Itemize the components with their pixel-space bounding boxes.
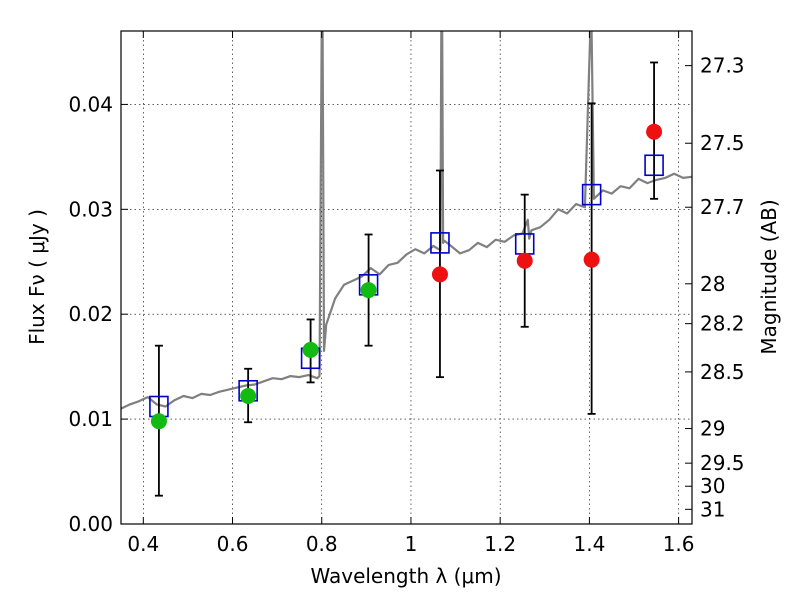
green-circle-marker <box>302 341 319 358</box>
y-tick-labels: 0.00 0.01 0.02 0.03 0.04 <box>68 92 113 536</box>
magnitude-tick-label: 29 <box>700 417 725 441</box>
y-tick-label: 0.03 <box>68 197 113 221</box>
magnitude-tick-label: 27.3 <box>700 54 745 78</box>
x-tick-labels: 0.4 0.6 0.8 1 1.2 1.4 1.6 <box>127 532 694 556</box>
marker-layer <box>149 123 664 430</box>
x-axis-label: Wavelength λ (μm) <box>310 564 501 588</box>
magnitude-tick-label: 27.5 <box>700 131 745 155</box>
model-square-marker <box>644 154 664 177</box>
plot-background <box>121 31 692 524</box>
magnitude-tick-label: 29.5 <box>700 451 745 475</box>
magnitude-tick-label: 28.2 <box>700 312 745 336</box>
axis-ticks <box>121 31 692 525</box>
y-axis-label: Flux Fν ( μJy ) <box>25 209 49 345</box>
x-tick-label: 1.2 <box>484 532 516 556</box>
red-circle-marker <box>646 123 663 140</box>
x-tick-label: 0.4 <box>127 532 159 556</box>
magnitude-tick-label: 28 <box>700 272 725 296</box>
y-tick-label: 0.00 <box>68 512 113 536</box>
x-tick-label: 1.4 <box>573 532 605 556</box>
right-axis-label: Magnitude (AB) <box>757 199 781 354</box>
spectrum-layer <box>121 31 692 410</box>
spectrum-line <box>121 31 692 410</box>
x-tick-label: 0.6 <box>217 532 249 556</box>
green-circle-marker <box>150 413 167 430</box>
plot-frame <box>120 30 693 525</box>
errorbar-caps <box>154 61 659 497</box>
x-tick-label: 0.8 <box>306 532 338 556</box>
magnitude-tick-label: 30 <box>700 474 725 498</box>
magnitude-tick-label: 27.7 <box>700 195 745 219</box>
y-tick-label: 0.02 <box>68 302 113 326</box>
red-circle-marker <box>431 266 448 283</box>
green-circle-marker <box>360 282 377 299</box>
magnitude-tick-label: 28.5 <box>700 360 745 384</box>
red-circle-marker <box>583 251 600 268</box>
model-square-marker <box>430 232 450 254</box>
y-tick-label: 0.04 <box>68 92 113 116</box>
model-square-marker <box>581 183 602 206</box>
plot-area <box>121 31 692 496</box>
y-tick-label: 0.01 <box>68 407 113 431</box>
x-tick-label: 1 <box>405 532 418 556</box>
grid-lines <box>121 31 692 525</box>
green-circle-marker <box>240 388 257 405</box>
x-tick-label: 1.6 <box>663 532 695 556</box>
red-circle-marker <box>516 252 533 269</box>
magnitude-tick-label: 31 <box>700 497 725 521</box>
